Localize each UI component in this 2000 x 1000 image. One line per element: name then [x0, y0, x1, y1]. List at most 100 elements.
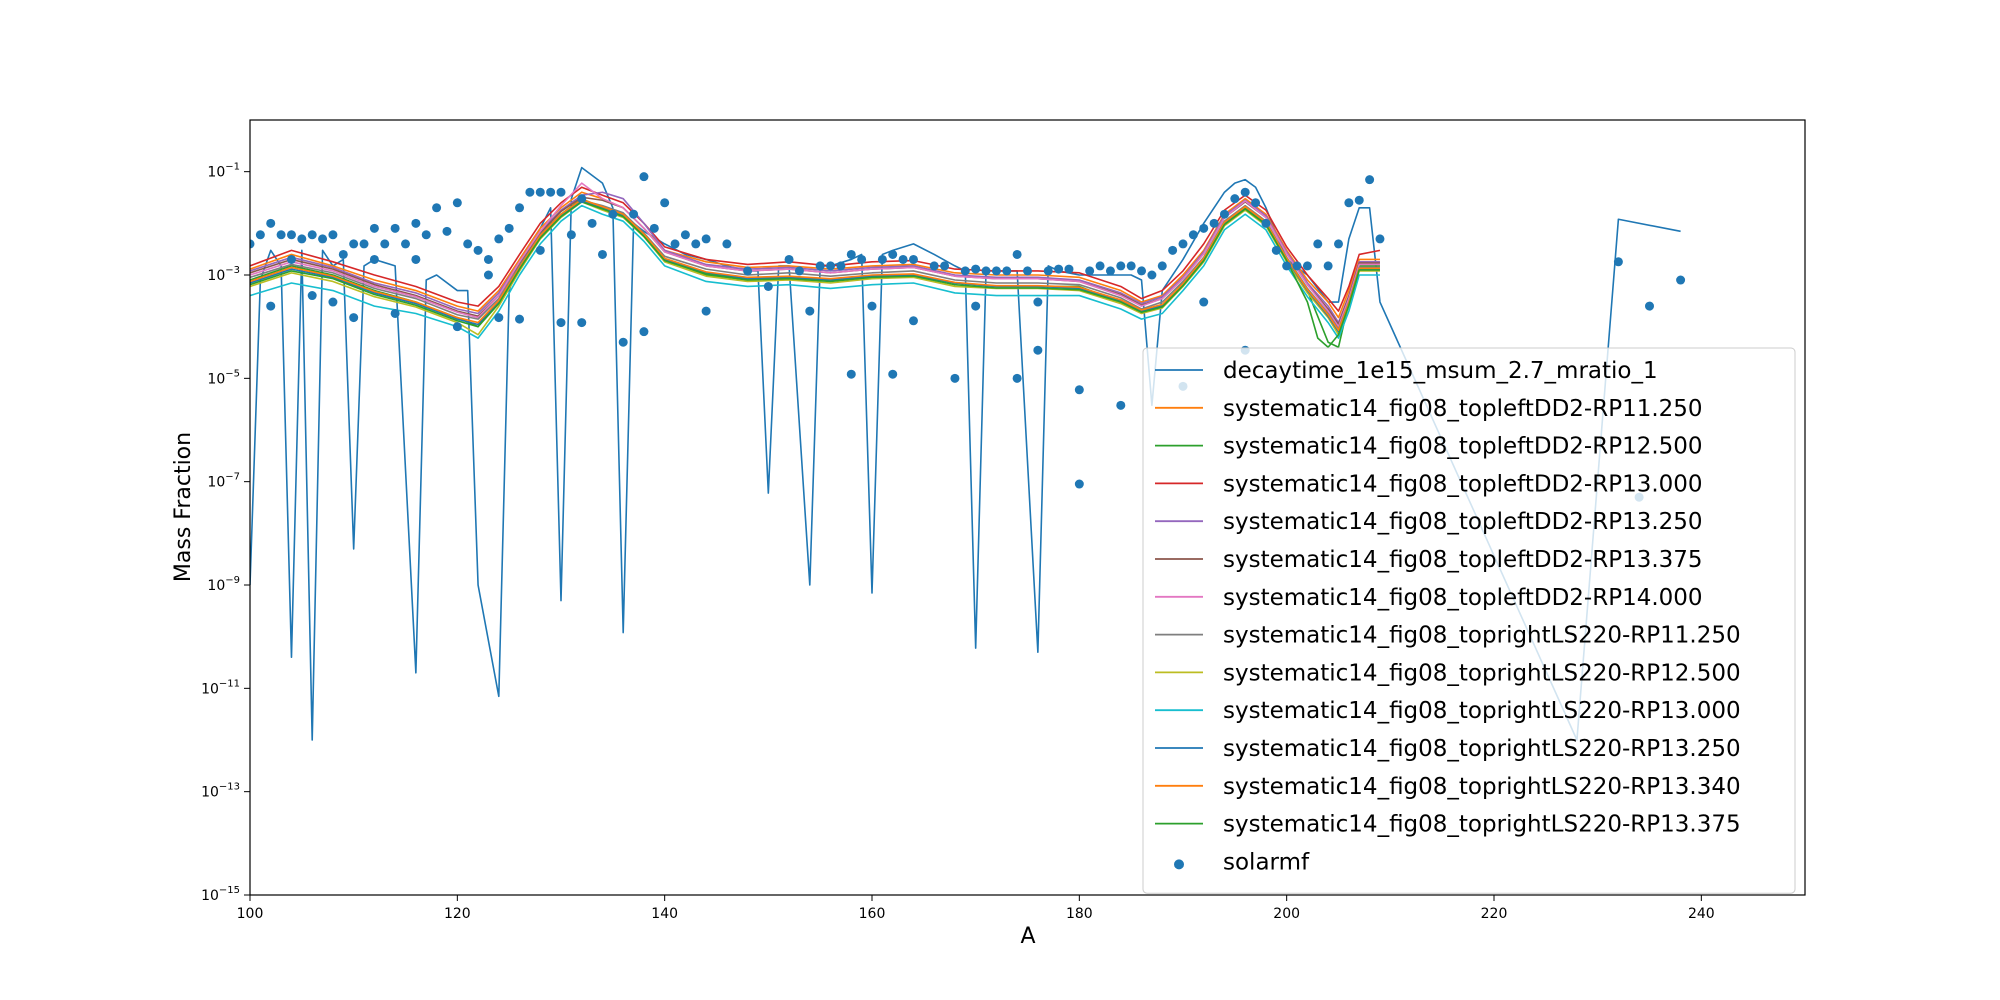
scatter-point: [877, 254, 887, 264]
legend-label: systematic14_fig08_toprightLS220-RP13.25…: [1223, 736, 1741, 762]
scatter-point: [286, 230, 296, 240]
x-tick-label: 220: [1481, 906, 1508, 922]
scatter-point: [307, 291, 317, 301]
series-lines-layer: [250, 166, 1681, 741]
scatter-point: [535, 245, 545, 255]
scatter-point: [1157, 261, 1167, 271]
series-line-3: [250, 186, 1381, 312]
scatter-point: [1209, 218, 1219, 228]
y-tick-label: 10−5: [207, 368, 240, 387]
scatter-point: [318, 234, 328, 244]
legend-label: systematic14_fig08_topleftDD2-RP14.000: [1223, 585, 1703, 611]
scatter-point: [1199, 223, 1209, 233]
scatter-point: [960, 266, 970, 276]
scatter-point: [266, 301, 276, 311]
scatter-point: [888, 249, 898, 259]
y-tick-label: 10−9: [207, 575, 240, 594]
scatter-point: [649, 223, 659, 233]
legend-label: systematic14_fig08_toprightLS220-RP13.37…: [1223, 812, 1741, 838]
scatter-point: [1085, 266, 1095, 276]
scatter-point: [680, 230, 690, 240]
y-tick-label: 10−13: [201, 782, 240, 801]
scatter-point: [597, 249, 607, 259]
scatter-point: [338, 249, 348, 259]
scatter-point: [1033, 345, 1043, 355]
scatter-point: [369, 254, 379, 264]
series-line-6: [250, 182, 1380, 328]
y-axis-label: Mass Fraction: [171, 432, 196, 582]
scatter-point: [908, 254, 918, 264]
scatter-point: [577, 318, 587, 328]
scatter-point: [898, 254, 908, 264]
scatter-point: [1344, 198, 1354, 208]
plot-area-frame: [249, 119, 1806, 896]
legend-label: systematic14_fig08_toprightLS220-RP12.50…: [1223, 660, 1741, 686]
scatter-point: [1271, 245, 1281, 255]
scatter-point: [1054, 264, 1064, 274]
scatter-point: [494, 313, 504, 323]
scatter-point: [815, 261, 825, 271]
scatter-point: [1105, 266, 1115, 276]
y-tick-label: 10−7: [207, 472, 240, 491]
legend-label: systematic14_fig08_topleftDD2-RP12.500: [1223, 434, 1703, 460]
scatter-point: [1002, 266, 1012, 276]
legend-label: systematic14_fig08_toprightLS220-RP13.34…: [1223, 774, 1741, 800]
scatter-point: [1033, 297, 1043, 307]
scatter-point: [452, 198, 462, 208]
x-tick-label: 160: [859, 906, 886, 922]
scatter-point: [390, 223, 400, 233]
scatter-point: [691, 239, 701, 249]
scatter-point: [929, 261, 939, 271]
scatter-point: [452, 322, 462, 332]
scatter-point: [380, 239, 390, 249]
series-line-4: [250, 191, 1380, 324]
legend-swatch: [1174, 859, 1184, 870]
scatter-point: [1334, 239, 1343, 249]
scatter-points-layer: [250, 172, 1686, 502]
scatter-point: [1302, 261, 1312, 271]
scatter-point: [1261, 218, 1271, 228]
x-tick-label: 180: [1066, 906, 1093, 922]
legend-label: decaytime_1e15_msum_2.7_mratio_1: [1223, 358, 1658, 384]
legend-label: solarmf: [1223, 849, 1310, 875]
scatter-point: [1365, 175, 1375, 185]
scatter-point: [297, 234, 307, 244]
scatter-point: [587, 218, 597, 228]
scatter-point: [307, 230, 317, 240]
scatter-point: [411, 218, 421, 228]
scatter-point: [660, 198, 670, 208]
legend-label: systematic14_fig08_topleftDD2-RP11.250: [1223, 396, 1703, 422]
x-tick-label: 200: [1273, 906, 1300, 922]
scatter-point: [971, 301, 981, 311]
scatter-point: [328, 297, 338, 307]
scatter-point: [1116, 400, 1126, 410]
scatter-point: [846, 369, 856, 379]
scatter-point: [670, 239, 680, 249]
series-line-9: [250, 204, 1380, 339]
x-axis-label: A: [1020, 924, 1035, 949]
scatter-point: [369, 223, 379, 233]
scatter-point: [504, 223, 514, 233]
scatter-point: [577, 194, 587, 204]
scatter-point: [1240, 187, 1250, 197]
legend: decaytime_1e15_msum_2.7_mratio_1 systemat…: [1142, 347, 1796, 894]
scatter-point: [1178, 239, 1188, 249]
scatter-point: [1282, 261, 1292, 271]
scatter-point: [556, 318, 566, 328]
scatter-point: [1219, 209, 1229, 219]
scatter-point: [255, 230, 265, 240]
scatter-point: [908, 316, 918, 326]
scatter-point: [618, 337, 628, 347]
scatter-point: [421, 230, 431, 240]
scatter-point: [525, 187, 535, 197]
scatter-point: [401, 239, 410, 249]
scatter-point: [836, 261, 846, 271]
scatter-point: [566, 230, 576, 240]
scatter-point: [442, 226, 452, 236]
scatter-point: [1147, 270, 1157, 280]
scatter-point: [1116, 261, 1126, 271]
legend-label: systematic14_fig08_topleftDD2-RP13.250: [1223, 509, 1703, 535]
scatter-point: [1375, 234, 1385, 244]
scatter-point: [608, 209, 618, 219]
